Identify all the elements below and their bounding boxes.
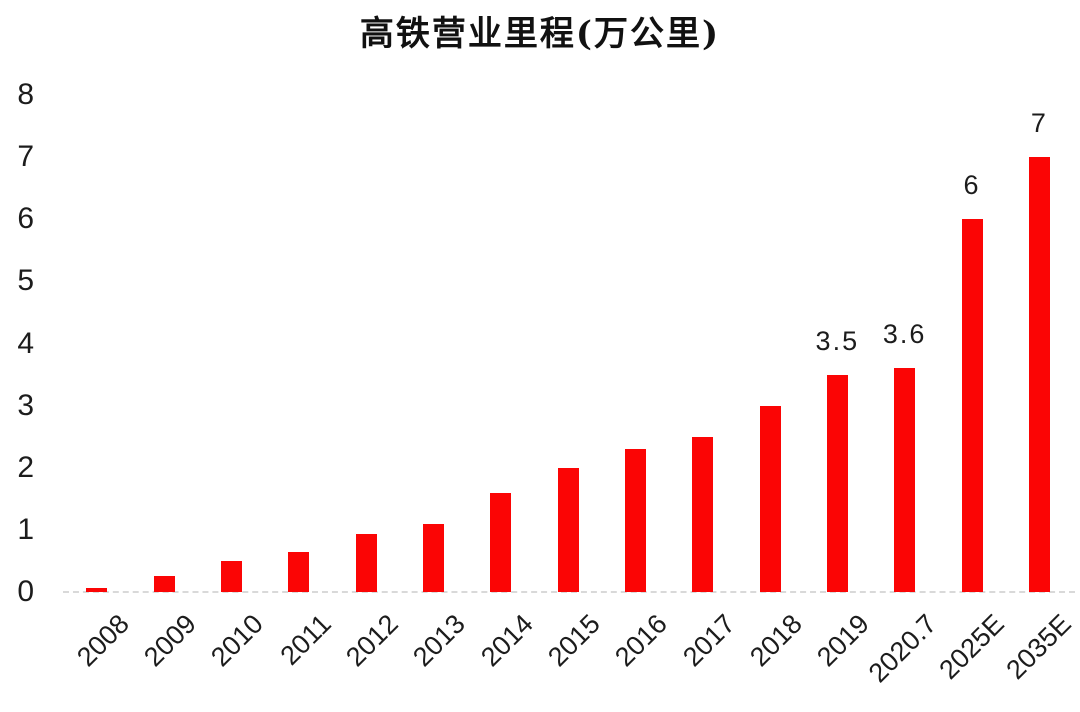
x-axis-tick-label: 2008 bbox=[70, 608, 135, 673]
x-axis-tick-label: 2020.7 bbox=[862, 608, 943, 689]
bar bbox=[220, 560, 242, 592]
x-axis-line bbox=[63, 591, 1075, 593]
bar bbox=[1028, 157, 1050, 592]
bar bbox=[288, 551, 310, 592]
bar bbox=[759, 405, 781, 592]
y-axis-tick-label: 8 bbox=[17, 78, 34, 111]
chart-title: 高铁营业里程(万公里) bbox=[359, 14, 721, 54]
x-axis-tick-label: 2014 bbox=[474, 608, 539, 673]
x-axis-tick-label: 2017 bbox=[676, 608, 741, 673]
y-axis-tick-label: 3 bbox=[17, 388, 34, 422]
bar-value-label: 6 bbox=[963, 170, 981, 201]
bar bbox=[826, 374, 848, 592]
y-axis-tick-label: 5 bbox=[17, 264, 34, 298]
y-axis-tick-label: 4 bbox=[17, 326, 34, 360]
bar bbox=[422, 523, 444, 592]
y-axis-tick-label: 6 bbox=[17, 202, 34, 236]
x-axis-tick-label: 2018 bbox=[744, 608, 808, 673]
x-axis-tick-label: 2013 bbox=[407, 608, 472, 673]
bar bbox=[355, 534, 377, 592]
x-axis-tick-label: 2016 bbox=[609, 608, 674, 673]
bar bbox=[692, 436, 714, 592]
bar-value-label: 7 bbox=[1030, 108, 1048, 139]
bar bbox=[961, 219, 983, 592]
y-axis-tick-label: 0 bbox=[17, 575, 34, 608]
bar bbox=[490, 492, 512, 592]
bar bbox=[153, 576, 175, 592]
x-axis-tick-label: 2010 bbox=[205, 608, 270, 673]
bar-value-label: 3.5 bbox=[815, 325, 860, 356]
bar-value-label: 3.6 bbox=[882, 319, 927, 350]
x-axis-tick-label: 2025E bbox=[933, 608, 1010, 686]
y-axis-tick-label: 1 bbox=[17, 512, 34, 546]
bar bbox=[894, 368, 916, 592]
x-axis-tick-label: 2009 bbox=[138, 608, 202, 673]
x-axis-tick-label: 2012 bbox=[340, 608, 404, 673]
bar bbox=[624, 449, 646, 592]
plot-area bbox=[63, 95, 1073, 592]
x-axis-tick-label: 2019 bbox=[811, 608, 876, 673]
bar bbox=[557, 467, 579, 592]
y-axis-tick-label: 2 bbox=[17, 450, 34, 484]
y-axis-tick-label: 7 bbox=[17, 140, 34, 174]
x-axis-tick-label: 2011 bbox=[274, 608, 337, 671]
bar bbox=[86, 587, 108, 592]
x-axis-tick-label: 2015 bbox=[542, 608, 606, 673]
x-axis-tick-label: 2035E bbox=[1000, 608, 1078, 686]
